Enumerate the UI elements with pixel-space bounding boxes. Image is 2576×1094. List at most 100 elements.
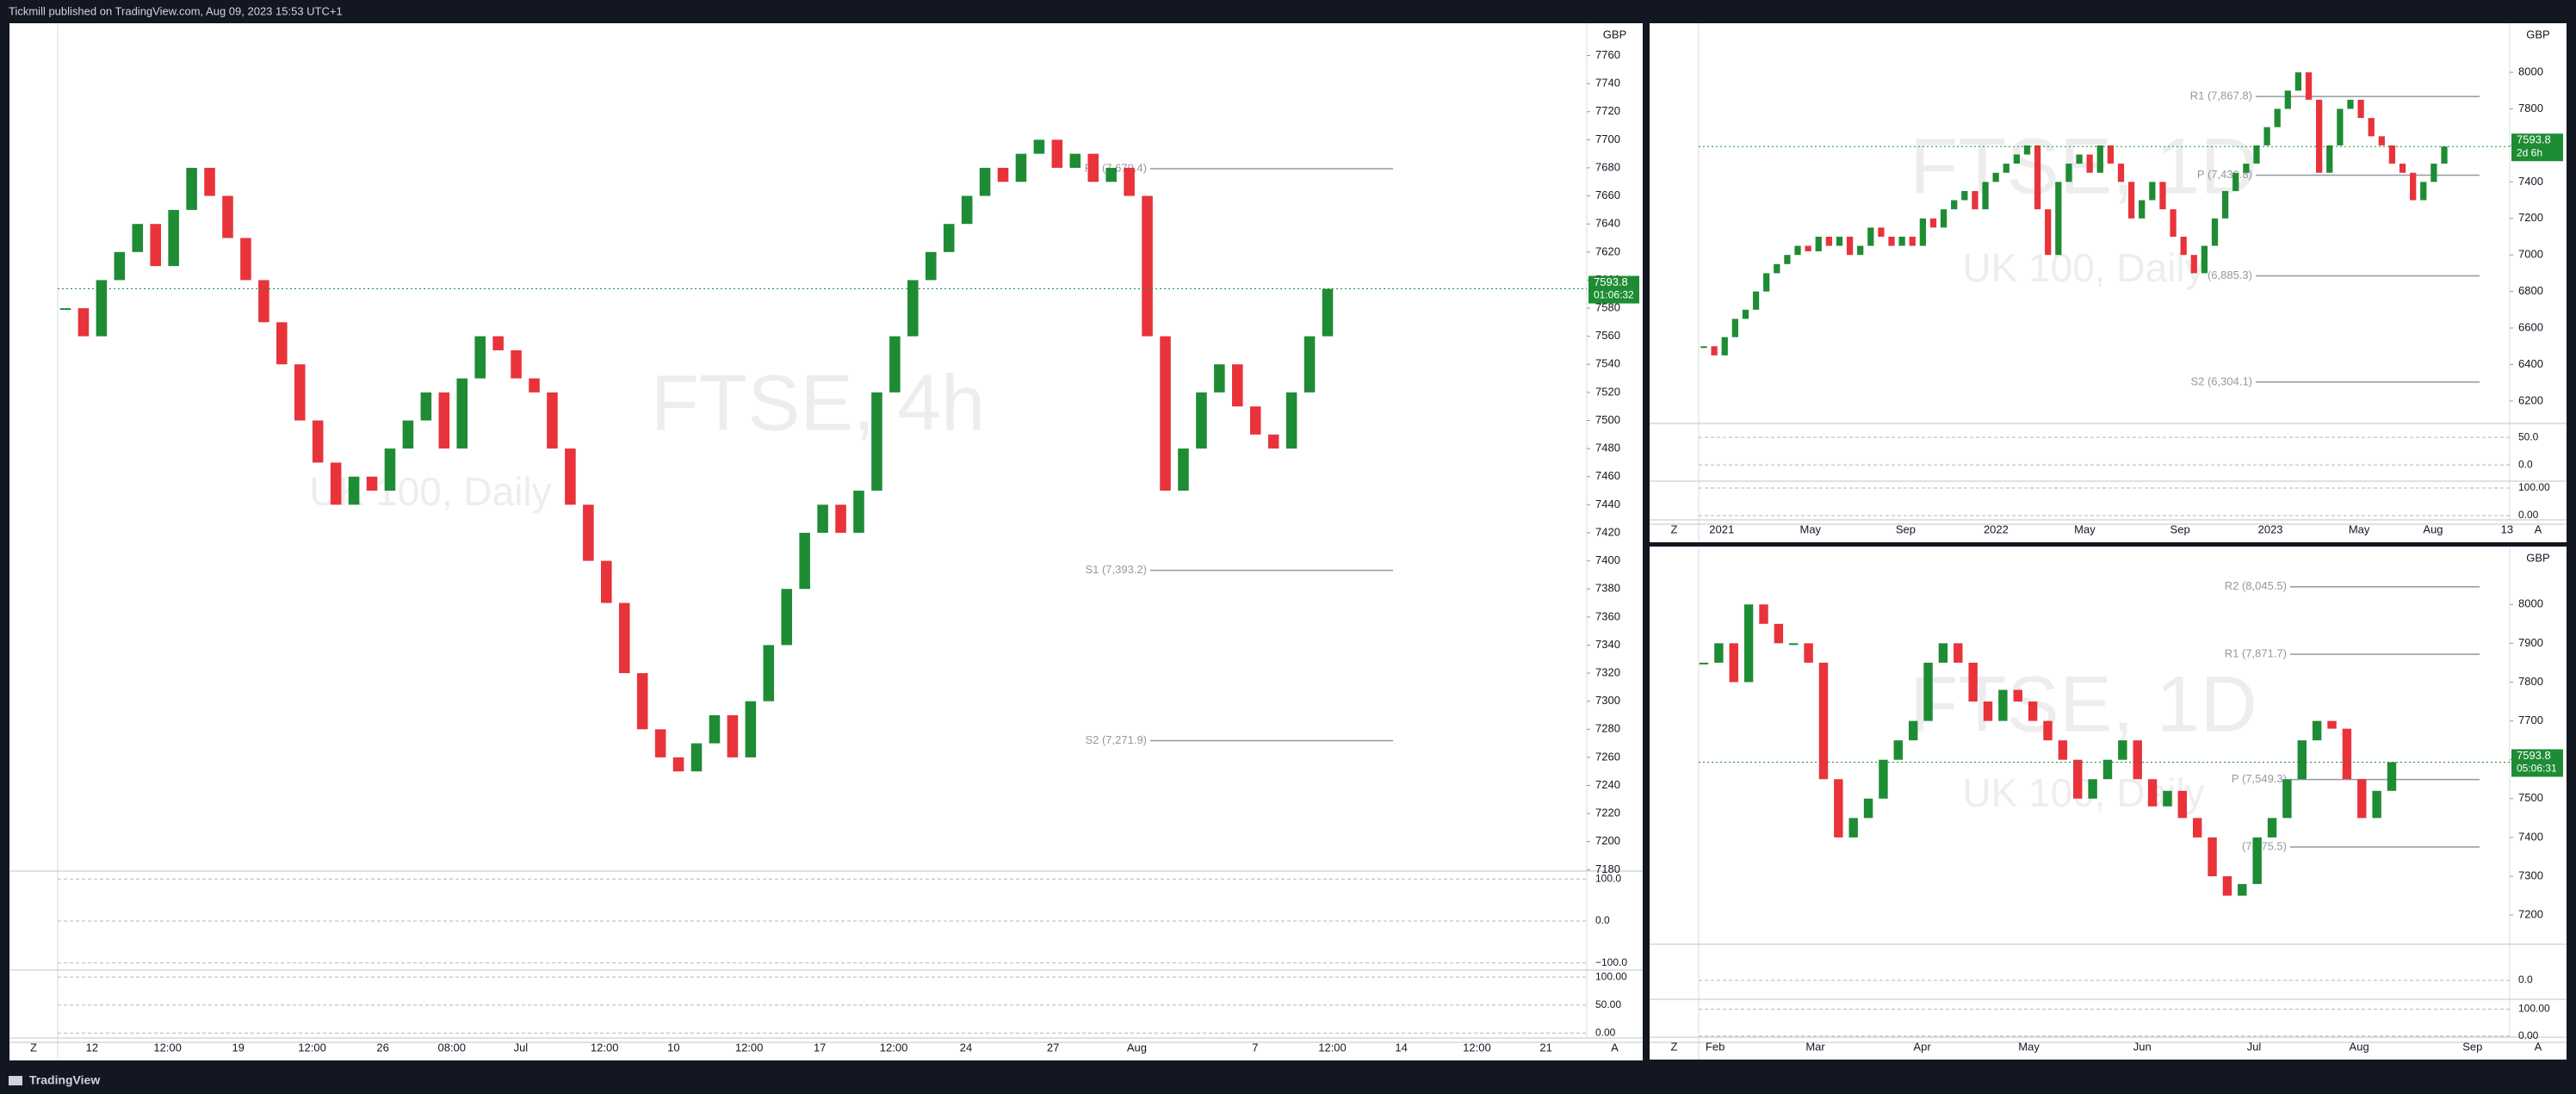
candle <box>2013 154 2021 164</box>
candle <box>2222 876 2232 896</box>
candle <box>925 251 937 281</box>
indicator-tick-label: 100.00 <box>2518 481 2550 493</box>
y-tick-label: 7580 <box>1595 300 1620 313</box>
candle <box>1743 604 1754 683</box>
axis-button[interactable]: Z <box>1671 1040 1678 1053</box>
candle <box>2023 145 2031 155</box>
candle <box>2190 255 2197 274</box>
candle <box>312 420 324 463</box>
y-tick-label: 7380 <box>1595 582 1620 595</box>
candle <box>384 448 396 491</box>
candle <box>1909 236 1916 246</box>
indicator-tick-label: 0.00 <box>1595 1026 1616 1038</box>
candle <box>889 336 901 392</box>
candle <box>474 336 486 379</box>
candle <box>240 238 251 281</box>
watermark-subtitle: UK 100, Daily <box>1962 245 2204 290</box>
price-tag-value: 7593.8 <box>2517 133 2551 146</box>
candle <box>1051 139 1063 168</box>
candle <box>907 280 919 337</box>
y-tick-label: 7360 <box>1595 609 1620 622</box>
candle <box>330 462 342 505</box>
y-tick-label: 7300 <box>1595 694 1620 707</box>
candle <box>2211 218 2219 246</box>
candle <box>1196 392 1207 449</box>
x-tick-label: May <box>2018 1040 2040 1053</box>
candle <box>979 167 991 196</box>
x-tick-label: 24 <box>960 1041 972 1054</box>
pivot-label: P (7,549.3) <box>2232 772 2287 785</box>
candle <box>258 280 269 323</box>
y-tick-label: 7500 <box>1595 413 1620 426</box>
candle <box>1857 245 1864 256</box>
pivot-label: R1 (7,871.7) <box>2225 647 2287 660</box>
candle <box>1983 702 1993 721</box>
x-tick-label: 2022 <box>1984 522 2009 535</box>
candle <box>1805 245 1811 251</box>
y-tick-label: 7800 <box>2518 102 2543 114</box>
x-tick-label: May <box>2349 522 2370 535</box>
indicator-tick-label: 0.0 <box>1595 914 1610 926</box>
candle <box>1929 218 1937 228</box>
candle <box>132 224 144 252</box>
price-tag-countdown: 05:06:31 <box>2517 763 2557 775</box>
axis-button[interactable]: A <box>1611 1041 1619 1054</box>
y-tick-label: 6400 <box>2518 357 2543 370</box>
candle <box>168 209 179 267</box>
candle <box>1878 227 1885 237</box>
candle <box>222 195 233 238</box>
candle <box>1888 236 1895 246</box>
y-tick-label: 7700 <box>2518 714 2543 726</box>
x-tick-label: 12:00 <box>1318 1041 1347 1054</box>
x-tick-label: 12:00 <box>153 1041 182 1054</box>
candle <box>2368 118 2375 137</box>
brand[interactable]: TradingView <box>29 1073 100 1087</box>
candle <box>2297 740 2307 780</box>
indicator-tick-label: 100.00 <box>1595 970 1627 982</box>
candle <box>2147 779 2158 807</box>
candle <box>77 308 90 337</box>
pivot-label: (7,375.5) <box>2242 839 2287 852</box>
y-tick-label: 7280 <box>1595 722 1620 735</box>
x-tick-label: 21 <box>1539 1041 1551 1054</box>
axis-button[interactable]: Z <box>30 1041 37 1054</box>
candle <box>2430 164 2437 182</box>
candle <box>2102 759 2113 780</box>
candle <box>1893 740 1904 760</box>
candle <box>799 532 810 590</box>
candle <box>1069 153 1081 168</box>
y-tick-label: 7480 <box>1595 442 1620 454</box>
x-tick-label: 12:00 <box>1463 1041 1491 1054</box>
candle <box>2222 190 2229 219</box>
y-tick-label: 6600 <box>2518 320 2543 333</box>
candle <box>1742 309 1749 319</box>
candle <box>2267 818 2277 837</box>
candle <box>438 392 450 449</box>
candle <box>1972 190 1978 210</box>
candle <box>2003 164 2009 173</box>
x-tick-label: Sep <box>2462 1040 2482 1053</box>
candle <box>2316 99 2323 173</box>
candle <box>1951 200 1958 210</box>
candle <box>1982 182 1989 210</box>
candle <box>2133 740 2142 780</box>
x-tick-label: Sep <box>2170 522 2190 535</box>
candle <box>1087 153 1099 182</box>
candle <box>1789 643 1799 646</box>
axis-button[interactable]: A <box>2535 1040 2542 1053</box>
candle <box>709 714 721 744</box>
candle <box>2058 740 2068 760</box>
candle <box>1267 434 1279 449</box>
indicator-tick-label: 0.00 <box>2518 509 2539 521</box>
y-tick-label: 7420 <box>1595 525 1620 538</box>
candle <box>1752 291 1760 310</box>
candle <box>1214 364 1225 392</box>
axis-button[interactable]: Z <box>1671 522 1678 535</box>
axis-button[interactable]: A <box>2535 522 2542 535</box>
candle <box>727 714 739 757</box>
candle <box>2284 90 2291 109</box>
y-tick-label: 7440 <box>1595 498 1620 510</box>
candle <box>1714 643 1724 663</box>
